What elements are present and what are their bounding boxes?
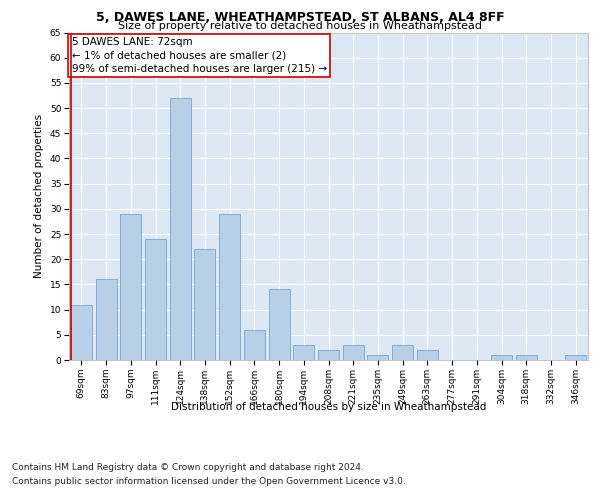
Bar xyxy=(145,239,166,360)
Bar xyxy=(565,355,586,360)
Bar xyxy=(170,98,191,360)
Bar xyxy=(95,280,116,360)
Bar xyxy=(318,350,339,360)
Text: 5, DAWES LANE, WHEATHAMPSTEAD, ST ALBANS, AL4 8FF: 5, DAWES LANE, WHEATHAMPSTEAD, ST ALBANS… xyxy=(95,11,505,24)
Bar xyxy=(491,355,512,360)
Bar xyxy=(417,350,438,360)
Bar xyxy=(516,355,537,360)
Bar xyxy=(244,330,265,360)
Bar xyxy=(71,304,92,360)
Bar xyxy=(219,214,240,360)
Bar xyxy=(367,355,388,360)
Text: Size of property relative to detached houses in Wheathampstead: Size of property relative to detached ho… xyxy=(118,21,482,31)
Bar xyxy=(269,290,290,360)
Bar xyxy=(120,214,141,360)
Bar xyxy=(194,249,215,360)
Text: Contains HM Land Registry data © Crown copyright and database right 2024.: Contains HM Land Registry data © Crown c… xyxy=(12,462,364,471)
Y-axis label: Number of detached properties: Number of detached properties xyxy=(34,114,44,278)
Text: Contains public sector information licensed under the Open Government Licence v3: Contains public sector information licen… xyxy=(12,478,406,486)
Bar xyxy=(293,345,314,360)
Bar xyxy=(392,345,413,360)
Text: Distribution of detached houses by size in Wheathampstead: Distribution of detached houses by size … xyxy=(171,402,487,412)
Text: 5 DAWES LANE: 72sqm
← 1% of detached houses are smaller (2)
99% of semi-detached: 5 DAWES LANE: 72sqm ← 1% of detached hou… xyxy=(71,38,327,74)
Bar xyxy=(343,345,364,360)
